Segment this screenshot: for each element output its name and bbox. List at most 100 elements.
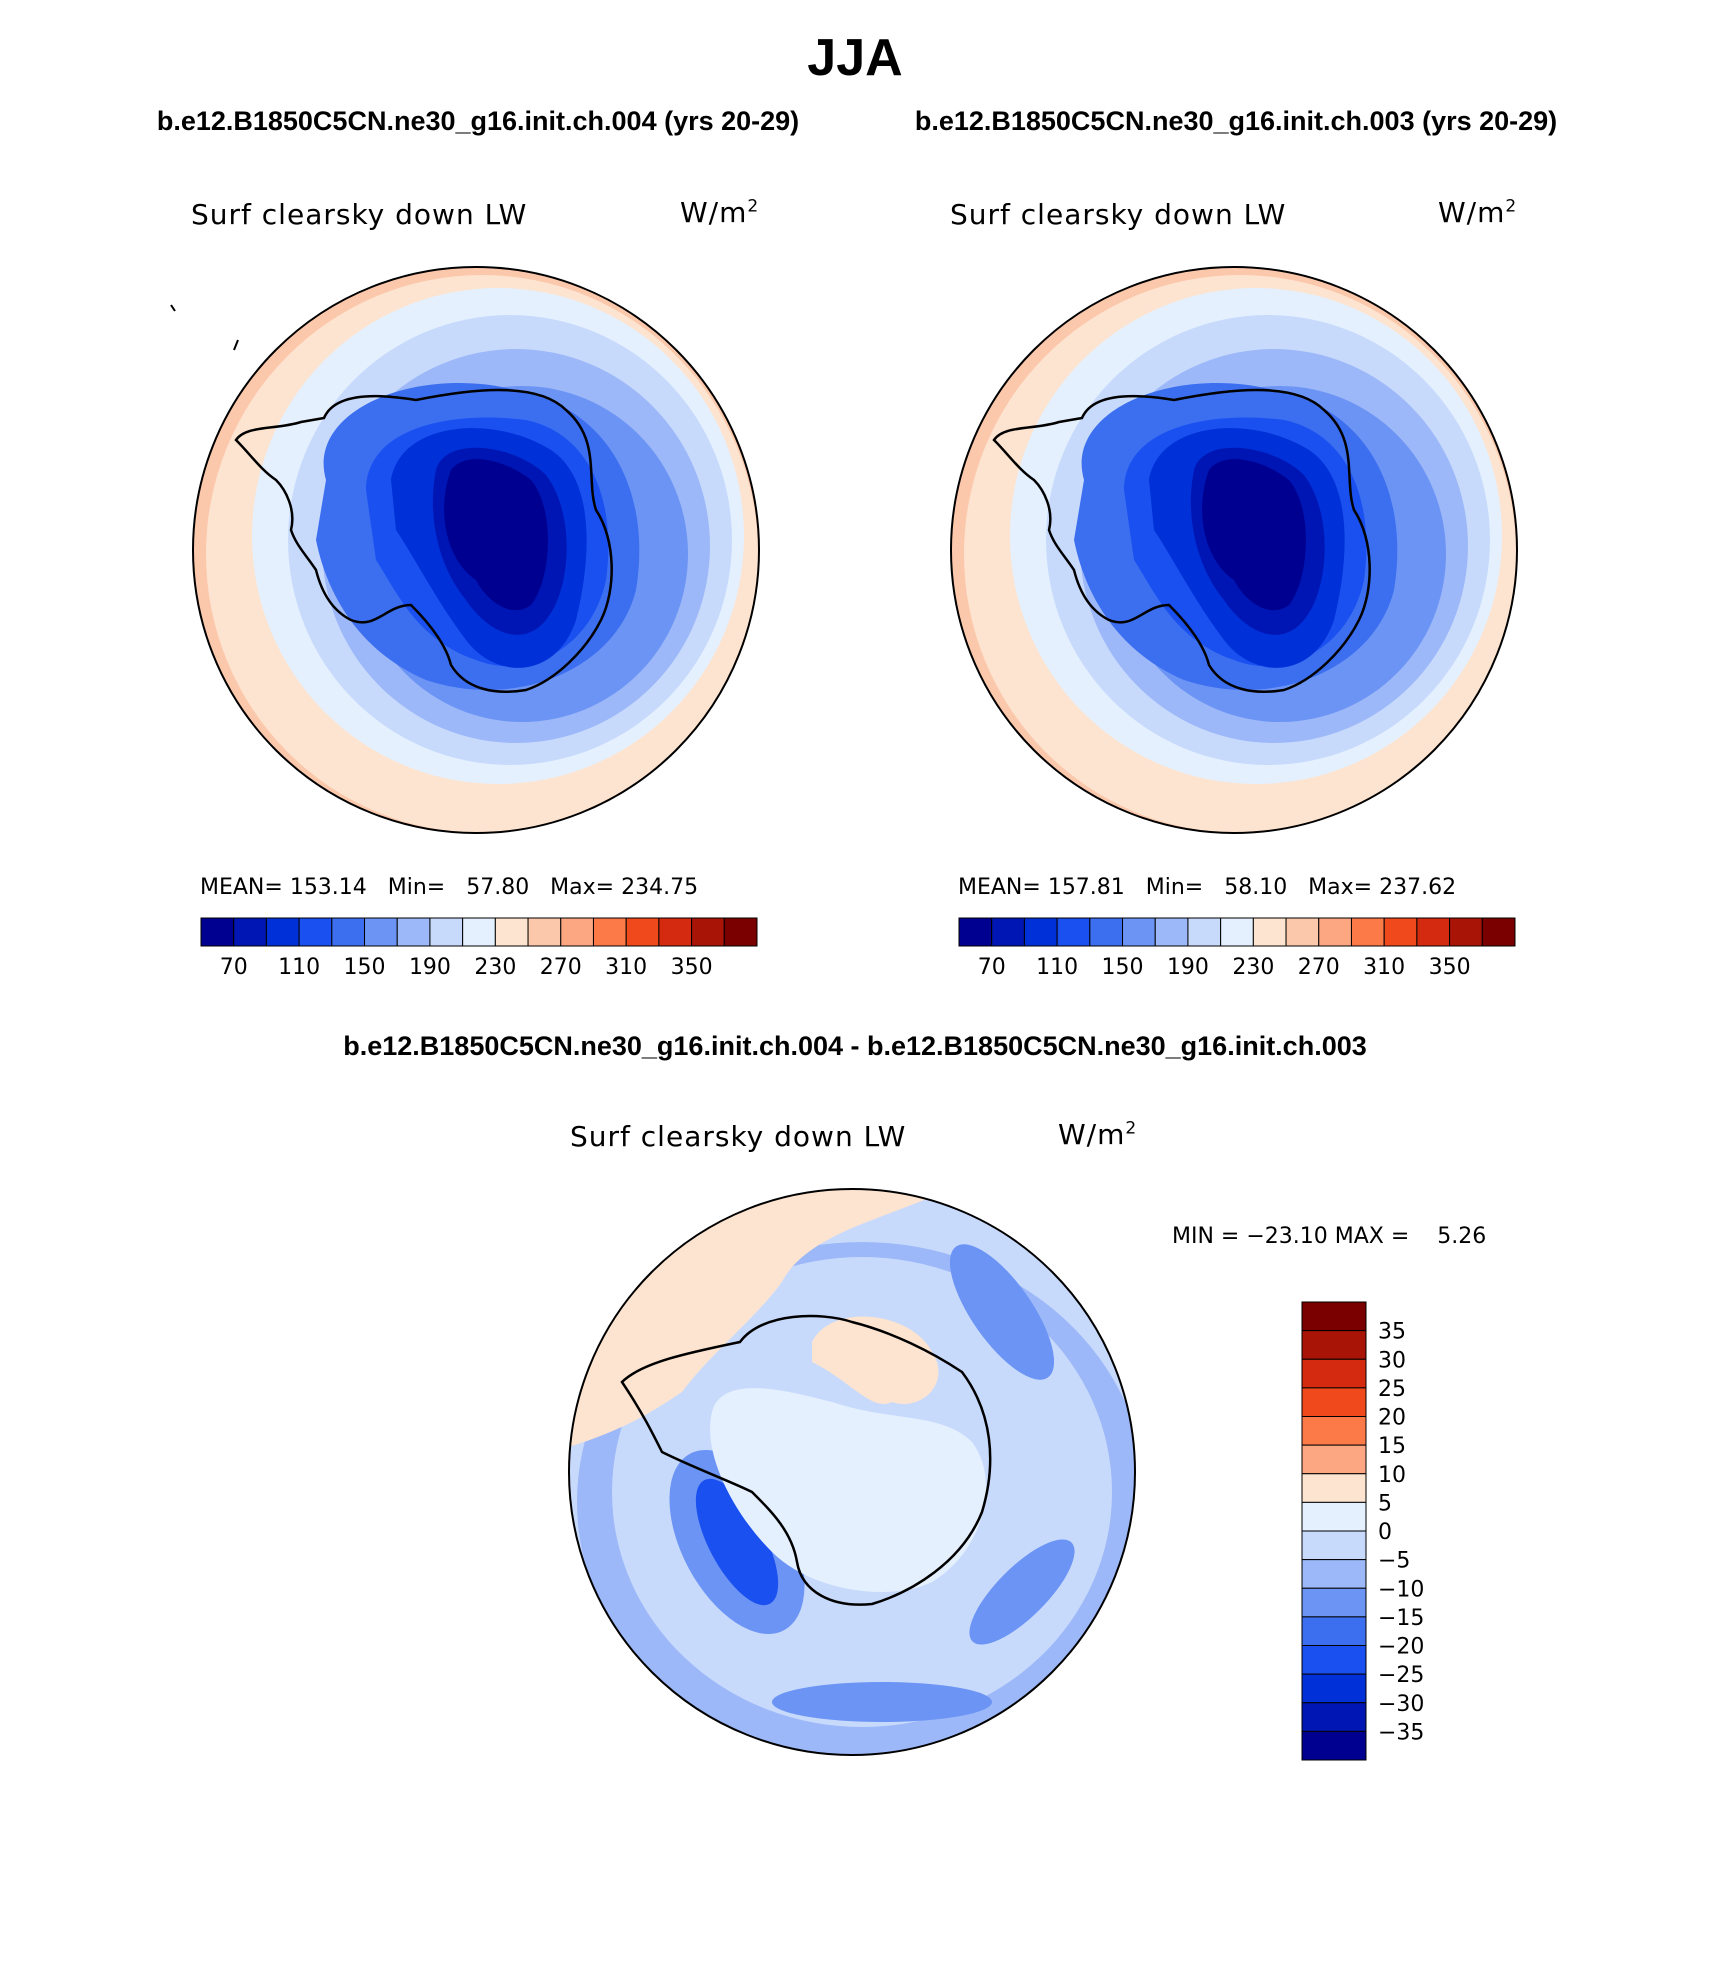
colorbar-tick-label: 70 (220, 955, 248, 980)
colorbar-tick-label: 20 (1378, 1406, 1406, 1431)
panel1-units-label: W/m2 (680, 196, 760, 229)
colorbar-tick-label: 310 (605, 955, 647, 980)
colorbar-swatch (527, 917, 562, 947)
colorbar-swatch (1301, 1673, 1367, 1704)
colorbar-tick-label: 25 (1378, 1377, 1406, 1402)
colorbar-swatch (723, 917, 758, 947)
panel3-variable-label: Surf clearsky down LW (570, 1120, 907, 1153)
diff-field-positive (812, 1316, 939, 1404)
colorbar-tick-label: 0 (1378, 1520, 1392, 1545)
panel1-stats: MEAN= 153.14 Min= 57.80 Max= 234.75 (200, 875, 699, 900)
diff-field-blob (969, 1539, 1075, 1645)
colorbar-tick-label: 310 (1363, 955, 1405, 980)
colorbar-swatch (1301, 1702, 1367, 1732)
colorbar-tick-label: 35 (1378, 1320, 1406, 1345)
colorbar-tick-label: 150 (344, 955, 386, 980)
colorbar-tick-label: 350 (1429, 955, 1471, 980)
colorbar-tick-label: 110 (278, 955, 320, 980)
colorbar-swatch (1285, 917, 1320, 947)
colorbar-swatch (1220, 917, 1254, 947)
map-border (192, 266, 760, 834)
colorbar-swatch (1122, 917, 1156, 947)
colorbar-swatch (991, 917, 1025, 947)
colorbar-tick-label: 190 (1167, 955, 1209, 980)
colorbar-swatch (1023, 917, 1058, 947)
colorbar-swatch (331, 917, 366, 947)
colorbar-swatch (1089, 917, 1124, 947)
colorbar-tick-label: 350 (671, 955, 713, 980)
colorbar-swatch (1318, 917, 1352, 947)
case-title-left: b.e12.B1850C5CN.ne30_g16.init.ch.004 (yr… (156, 106, 800, 136)
colorbar-tick-label: 230 (1232, 955, 1274, 980)
panel3-colorbar: 35 30 25 20 15 10 5 0 −5 −10 −15 −20 −25 −30 −35 (1301, 1301, 1424, 1761)
map-border (950, 266, 1518, 834)
colorbar-swatch (1154, 917, 1189, 947)
colorbar-swatch (658, 917, 693, 947)
colorbar-swatch (364, 917, 398, 947)
colorbar-swatch (1301, 1587, 1367, 1618)
map-border (568, 1188, 1136, 1756)
colorbar-swatch (1449, 917, 1483, 947)
colorbar-swatch (494, 917, 529, 947)
colorbar-swatch (1301, 1387, 1367, 1417)
colorbar-tick-label: −35 (1378, 1720, 1424, 1745)
colorbar-swatch (298, 917, 333, 947)
panel1-map (170, 250, 776, 850)
colorbar-tick-label: −20 (1378, 1635, 1424, 1660)
colorbar-tick-label: −30 (1378, 1692, 1424, 1717)
colorbar-tick-label: 270 (1298, 955, 1340, 980)
colorbar-swatch (1252, 917, 1287, 947)
panel2-units-label: W/m2 (1438, 196, 1518, 229)
antarctica-coastline (620, 1314, 992, 1606)
panel2-stats: MEAN= 157.81 Min= 58.10 Max= 237.62 (958, 875, 1457, 900)
colorbar-tick-label: 15 (1378, 1434, 1406, 1459)
colorbar-swatch (560, 917, 594, 947)
colorbar-swatch (1301, 1645, 1367, 1675)
colorbar-swatch (1301, 1559, 1367, 1589)
colorbar-tick-label: 10 (1378, 1463, 1406, 1488)
colorbar-swatch (592, 917, 627, 947)
colorbar-swatch (1301, 1530, 1367, 1561)
colorbar-swatch (1301, 1444, 1367, 1475)
colorbar-swatch (1301, 1358, 1367, 1389)
colorbar-swatch (233, 917, 267, 947)
panel1-variable-label: Surf clearsky down LW (191, 198, 528, 231)
panel3-stats: MIN = −23.10 MAX = 5.26 (1172, 1224, 1487, 1249)
colorbar-swatch (1350, 917, 1385, 947)
panel2-colorbar: 70 110 150 190 230 270 310 350 (958, 917, 1516, 980)
colorbar-swatch (1056, 917, 1091, 947)
panel1-colorbar: 70 110 150 190 230 270 310 350 (200, 917, 758, 980)
colorbar-tick-label: 270 (540, 955, 582, 980)
diff-field-blob (772, 1682, 992, 1722)
panel2-map (934, 250, 1534, 850)
colorbar-swatch (1383, 917, 1418, 947)
colorbar-swatch (1481, 917, 1516, 947)
colorbar-swatch (265, 917, 300, 947)
colorbar-tick-label: −15 (1378, 1606, 1424, 1631)
colorbar-tick-label: 70 (978, 955, 1006, 980)
colorbar-swatch (1301, 1330, 1367, 1360)
antarctica-coastline (992, 388, 1371, 693)
diff-field-blob (949, 1244, 1055, 1380)
colorbar-swatch (200, 917, 235, 947)
colorbar-swatch (462, 917, 496, 947)
colorbar-tick-label: −10 (1378, 1577, 1424, 1602)
colorbar-swatch (1301, 1473, 1367, 1503)
colorbar-swatch (1416, 917, 1451, 947)
colorbar-swatch (396, 917, 431, 947)
island-outline (170, 304, 239, 351)
panel2-variable-label: Surf clearsky down LW (950, 198, 1287, 231)
colorbar-tick-label: −25 (1378, 1663, 1424, 1688)
colorbar-tick-label: 230 (474, 955, 516, 980)
figure-title: JJA (807, 29, 903, 87)
colorbar-tick-label: −5 (1378, 1549, 1410, 1574)
antarctica-coastline (234, 388, 613, 693)
panel3-units-label: W/m2 (1058, 1118, 1138, 1151)
colorbar-swatch (625, 917, 660, 947)
colorbar-swatch (1187, 917, 1222, 947)
colorbar-swatch (1301, 1416, 1367, 1446)
colorbar-tick-label: 5 (1378, 1491, 1392, 1516)
colorbar-swatch (1301, 1616, 1367, 1646)
colorbar-swatch (1301, 1730, 1367, 1761)
